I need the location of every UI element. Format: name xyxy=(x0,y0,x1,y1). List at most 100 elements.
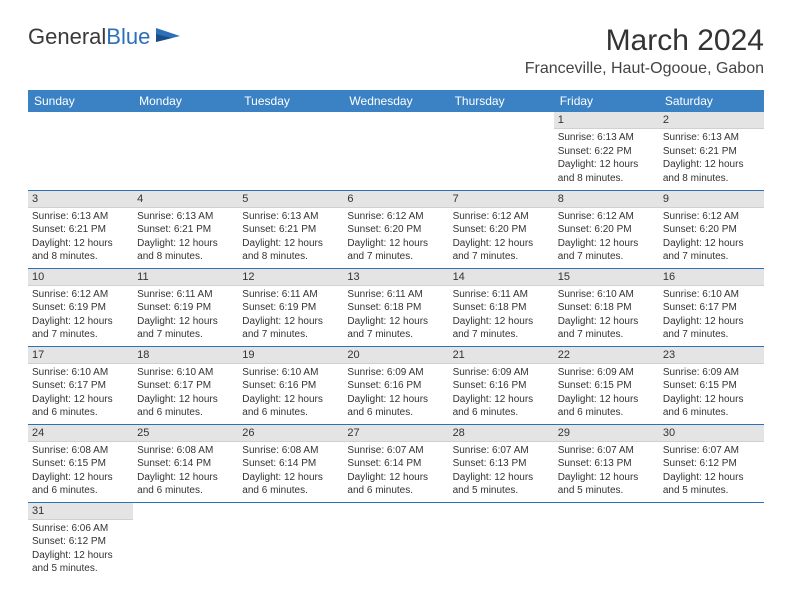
calendar-cell: 6Sunrise: 6:12 AMSunset: 6:20 PMDaylight… xyxy=(343,190,448,268)
calendar-cell: 24Sunrise: 6:08 AMSunset: 6:15 PMDayligh… xyxy=(28,424,133,502)
day-number: 12 xyxy=(238,269,343,286)
day-details: Sunrise: 6:12 AMSunset: 6:19 PMDaylight:… xyxy=(28,286,133,344)
month-title: March 2024 xyxy=(525,24,764,58)
calendar-cell: 1Sunrise: 6:13 AMSunset: 6:22 PMDaylight… xyxy=(554,112,659,190)
day-details: Sunrise: 6:08 AMSunset: 6:14 PMDaylight:… xyxy=(238,442,343,500)
flag-icon xyxy=(156,26,182,49)
calendar-cell xyxy=(554,502,659,580)
day-number: 29 xyxy=(554,425,659,442)
day-details: Sunrise: 6:12 AMSunset: 6:20 PMDaylight:… xyxy=(659,208,764,266)
logo-text-general: General xyxy=(28,24,106,49)
weekday-header: Monday xyxy=(133,90,238,112)
day-details: Sunrise: 6:11 AMSunset: 6:19 PMDaylight:… xyxy=(238,286,343,344)
day-number: 31 xyxy=(28,503,133,520)
day-number: 24 xyxy=(28,425,133,442)
day-number: 15 xyxy=(554,269,659,286)
day-number: 18 xyxy=(133,347,238,364)
calendar-cell xyxy=(449,502,554,580)
calendar-cell: 30Sunrise: 6:07 AMSunset: 6:12 PMDayligh… xyxy=(659,424,764,502)
calendar-row: 10Sunrise: 6:12 AMSunset: 6:19 PMDayligh… xyxy=(28,268,764,346)
calendar-row: 24Sunrise: 6:08 AMSunset: 6:15 PMDayligh… xyxy=(28,424,764,502)
day-details: Sunrise: 6:06 AMSunset: 6:12 PMDaylight:… xyxy=(28,520,133,578)
calendar-cell: 22Sunrise: 6:09 AMSunset: 6:15 PMDayligh… xyxy=(554,346,659,424)
day-number: 13 xyxy=(343,269,448,286)
day-number: 21 xyxy=(449,347,554,364)
day-details: Sunrise: 6:07 AMSunset: 6:13 PMDaylight:… xyxy=(554,442,659,500)
calendar-cell: 2Sunrise: 6:13 AMSunset: 6:21 PMDaylight… xyxy=(659,112,764,190)
weekday-header: Tuesday xyxy=(238,90,343,112)
calendar-cell: 17Sunrise: 6:10 AMSunset: 6:17 PMDayligh… xyxy=(28,346,133,424)
calendar-row: 3Sunrise: 6:13 AMSunset: 6:21 PMDaylight… xyxy=(28,190,764,268)
day-details: Sunrise: 6:07 AMSunset: 6:13 PMDaylight:… xyxy=(449,442,554,500)
calendar-cell: 4Sunrise: 6:13 AMSunset: 6:21 PMDaylight… xyxy=(133,190,238,268)
calendar-cell: 21Sunrise: 6:09 AMSunset: 6:16 PMDayligh… xyxy=(449,346,554,424)
calendar-cell xyxy=(343,112,448,190)
calendar-cell: 11Sunrise: 6:11 AMSunset: 6:19 PMDayligh… xyxy=(133,268,238,346)
day-details: Sunrise: 6:09 AMSunset: 6:15 PMDaylight:… xyxy=(554,364,659,422)
calendar-cell xyxy=(133,112,238,190)
calendar-cell: 10Sunrise: 6:12 AMSunset: 6:19 PMDayligh… xyxy=(28,268,133,346)
day-details: Sunrise: 6:07 AMSunset: 6:14 PMDaylight:… xyxy=(343,442,448,500)
day-details: Sunrise: 6:11 AMSunset: 6:18 PMDaylight:… xyxy=(343,286,448,344)
calendar-cell xyxy=(28,112,133,190)
day-details: Sunrise: 6:09 AMSunset: 6:15 PMDaylight:… xyxy=(659,364,764,422)
calendar-cell xyxy=(449,112,554,190)
calendar-cell: 16Sunrise: 6:10 AMSunset: 6:17 PMDayligh… xyxy=(659,268,764,346)
calendar-cell: 19Sunrise: 6:10 AMSunset: 6:16 PMDayligh… xyxy=(238,346,343,424)
calendar-cell: 26Sunrise: 6:08 AMSunset: 6:14 PMDayligh… xyxy=(238,424,343,502)
title-block: March 2024 Franceville, Haut-Ogooue, Gab… xyxy=(525,24,764,78)
calendar-cell xyxy=(133,502,238,580)
day-details: Sunrise: 6:12 AMSunset: 6:20 PMDaylight:… xyxy=(554,208,659,266)
calendar-row: 1Sunrise: 6:13 AMSunset: 6:22 PMDaylight… xyxy=(28,112,764,190)
day-number: 14 xyxy=(449,269,554,286)
day-details: Sunrise: 6:10 AMSunset: 6:17 PMDaylight:… xyxy=(659,286,764,344)
day-number: 25 xyxy=(133,425,238,442)
calendar-cell xyxy=(343,502,448,580)
day-number: 22 xyxy=(554,347,659,364)
day-details: Sunrise: 6:09 AMSunset: 6:16 PMDaylight:… xyxy=(343,364,448,422)
day-number: 10 xyxy=(28,269,133,286)
day-number: 28 xyxy=(449,425,554,442)
weekday-header-row: Sunday Monday Tuesday Wednesday Thursday… xyxy=(28,90,764,112)
day-number: 23 xyxy=(659,347,764,364)
calendar-cell: 9Sunrise: 6:12 AMSunset: 6:20 PMDaylight… xyxy=(659,190,764,268)
day-number: 4 xyxy=(133,191,238,208)
weekday-header: Sunday xyxy=(28,90,133,112)
day-details: Sunrise: 6:09 AMSunset: 6:16 PMDaylight:… xyxy=(449,364,554,422)
calendar-cell xyxy=(238,502,343,580)
calendar-cell: 27Sunrise: 6:07 AMSunset: 6:14 PMDayligh… xyxy=(343,424,448,502)
day-details: Sunrise: 6:13 AMSunset: 6:21 PMDaylight:… xyxy=(238,208,343,266)
calendar-cell: 15Sunrise: 6:10 AMSunset: 6:18 PMDayligh… xyxy=(554,268,659,346)
calendar-cell: 14Sunrise: 6:11 AMSunset: 6:18 PMDayligh… xyxy=(449,268,554,346)
day-number: 6 xyxy=(343,191,448,208)
calendar-cell xyxy=(659,502,764,580)
weekday-header: Thursday xyxy=(449,90,554,112)
calendar-cell: 31Sunrise: 6:06 AMSunset: 6:12 PMDayligh… xyxy=(28,502,133,580)
day-number: 2 xyxy=(659,112,764,129)
calendar-cell: 5Sunrise: 6:13 AMSunset: 6:21 PMDaylight… xyxy=(238,190,343,268)
day-details: Sunrise: 6:13 AMSunset: 6:21 PMDaylight:… xyxy=(133,208,238,266)
day-details: Sunrise: 6:11 AMSunset: 6:19 PMDaylight:… xyxy=(133,286,238,344)
weekday-header: Wednesday xyxy=(343,90,448,112)
calendar-row: 17Sunrise: 6:10 AMSunset: 6:17 PMDayligh… xyxy=(28,346,764,424)
day-details: Sunrise: 6:13 AMSunset: 6:21 PMDaylight:… xyxy=(28,208,133,266)
weekday-header: Friday xyxy=(554,90,659,112)
logo-text-blue: Blue xyxy=(106,24,150,49)
calendar-cell: 29Sunrise: 6:07 AMSunset: 6:13 PMDayligh… xyxy=(554,424,659,502)
day-number: 27 xyxy=(343,425,448,442)
day-number: 9 xyxy=(659,191,764,208)
day-number: 1 xyxy=(554,112,659,129)
day-details: Sunrise: 6:10 AMSunset: 6:17 PMDaylight:… xyxy=(133,364,238,422)
day-details: Sunrise: 6:10 AMSunset: 6:17 PMDaylight:… xyxy=(28,364,133,422)
calendar-cell xyxy=(238,112,343,190)
calendar-cell: 20Sunrise: 6:09 AMSunset: 6:16 PMDayligh… xyxy=(343,346,448,424)
calendar-page: GeneralBlue March 2024 Franceville, Haut… xyxy=(0,0,792,604)
day-number: 17 xyxy=(28,347,133,364)
calendar-cell: 12Sunrise: 6:11 AMSunset: 6:19 PMDayligh… xyxy=(238,268,343,346)
calendar-cell: 3Sunrise: 6:13 AMSunset: 6:21 PMDaylight… xyxy=(28,190,133,268)
calendar-cell: 23Sunrise: 6:09 AMSunset: 6:15 PMDayligh… xyxy=(659,346,764,424)
day-details: Sunrise: 6:13 AMSunset: 6:21 PMDaylight:… xyxy=(659,129,764,187)
calendar-cell: 8Sunrise: 6:12 AMSunset: 6:20 PMDaylight… xyxy=(554,190,659,268)
calendar-cell: 28Sunrise: 6:07 AMSunset: 6:13 PMDayligh… xyxy=(449,424,554,502)
day-number: 26 xyxy=(238,425,343,442)
